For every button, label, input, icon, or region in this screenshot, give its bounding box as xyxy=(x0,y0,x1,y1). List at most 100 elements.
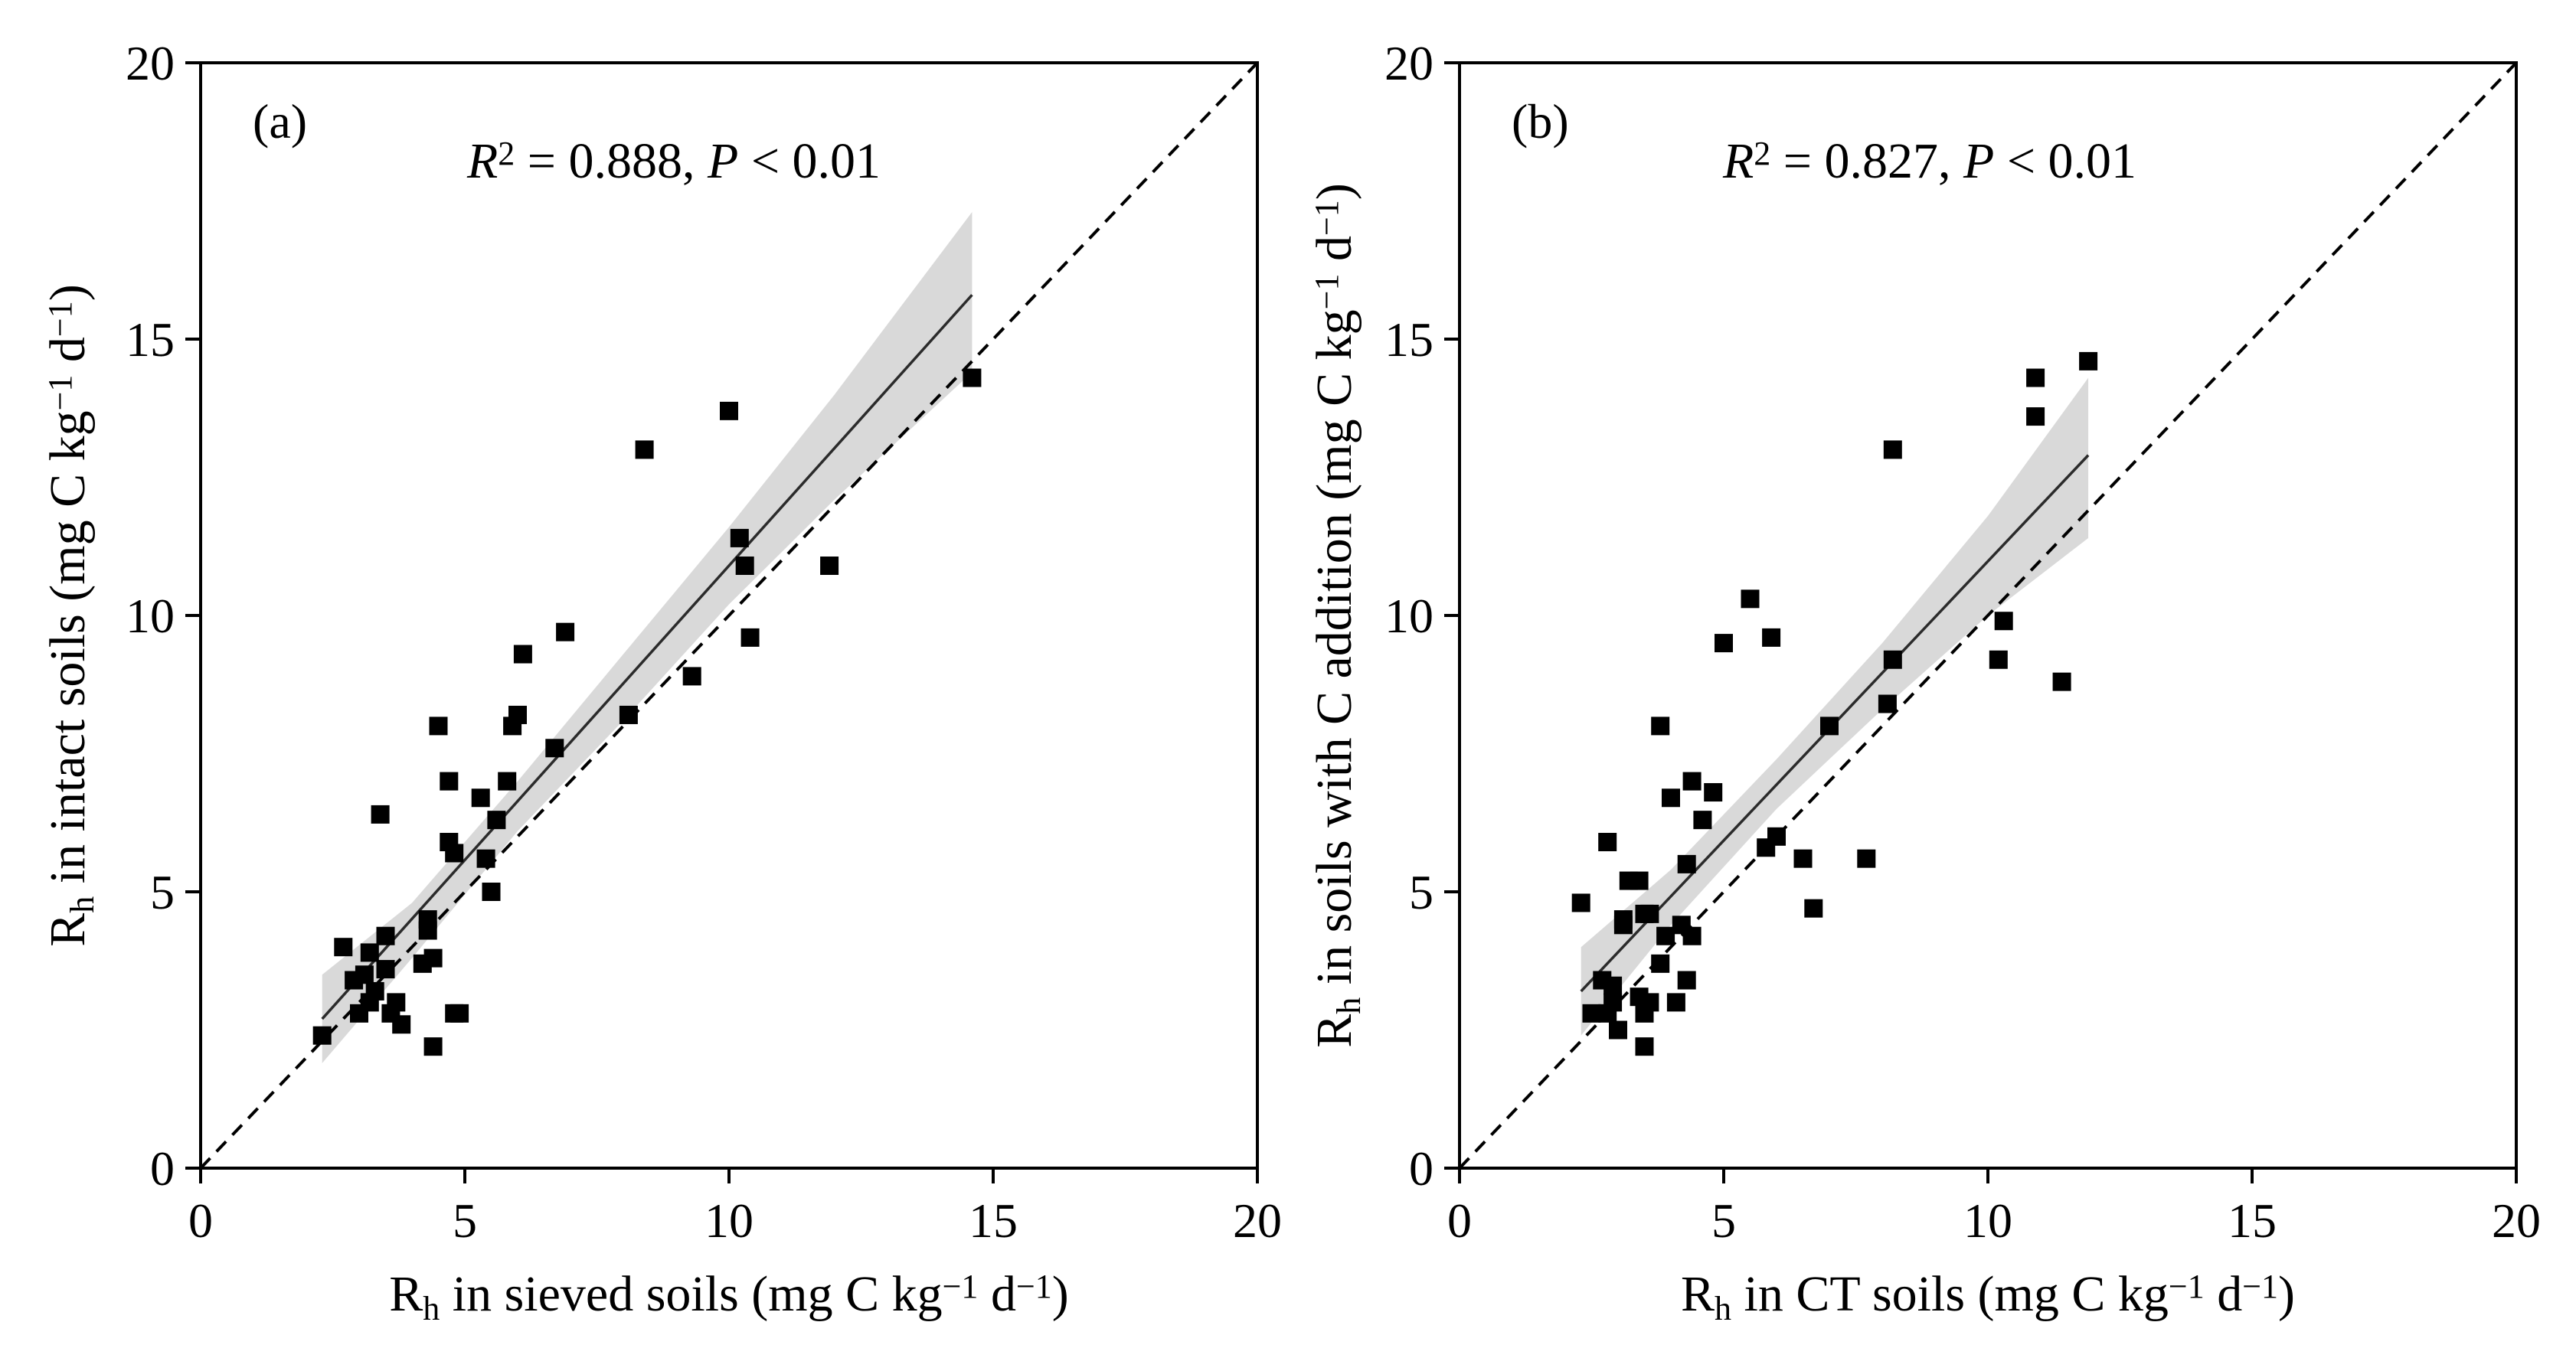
y-tick-label: 20 xyxy=(1384,36,1433,90)
r2-symbol: R xyxy=(1722,133,1754,189)
data-point xyxy=(513,645,532,664)
data-point xyxy=(1651,954,1670,973)
y-tick-label: 20 xyxy=(126,36,175,90)
identity-line xyxy=(1460,63,2516,1168)
data-point xyxy=(392,1015,411,1034)
x-axis-title: Rh in CT soils (mg C kg−1 d−1) xyxy=(1681,1266,2295,1327)
x-title-end: ) xyxy=(2278,1266,2295,1322)
data-point xyxy=(1609,1020,1627,1040)
y-title-sup1: −1 xyxy=(1308,274,1345,310)
data-point xyxy=(471,788,490,808)
y-axis-title: Rh in soils with C addition (mg C kg−1 d… xyxy=(1306,183,1368,1048)
data-point xyxy=(450,1004,469,1023)
y-title-text: in intact soils (mg C kg xyxy=(40,410,96,896)
data-point xyxy=(423,1037,443,1056)
data-point xyxy=(508,705,527,724)
data-point xyxy=(1793,849,1813,868)
data-point xyxy=(312,1026,332,1045)
data-point xyxy=(1767,827,1786,846)
x-title-base: R xyxy=(389,1266,423,1322)
data-point xyxy=(2052,672,2071,691)
stats-annotation: R2 = 0.888, P < 0.01 xyxy=(466,133,881,189)
y-tick-label: 15 xyxy=(1384,312,1433,367)
identity-line xyxy=(201,63,1257,1168)
data-point xyxy=(1994,612,2013,631)
y-title-end: ) xyxy=(1306,183,1362,200)
y-title-subscript: h xyxy=(1330,997,1368,1014)
data-point xyxy=(730,528,749,547)
data-point xyxy=(1603,993,1623,1012)
data-point xyxy=(1677,854,1696,873)
panel-label: (a) xyxy=(253,94,307,149)
y-axis-title: Rh in intact soils (mg C kg−1 d−1) xyxy=(40,284,101,947)
data-point xyxy=(556,622,575,641)
x-title-text: in sieved soils (mg C kg xyxy=(440,1266,942,1322)
data-point xyxy=(963,368,982,387)
x-title-subscript: h xyxy=(423,1290,440,1327)
data-point xyxy=(1603,976,1623,995)
y-title-sup2: −1 xyxy=(1308,200,1345,236)
y-tick-label: 10 xyxy=(126,589,175,643)
p-value: < 0.01 xyxy=(1994,133,2136,189)
data-point xyxy=(498,772,517,791)
x-tick-label: 10 xyxy=(1963,1193,2012,1248)
x-tick-label: 20 xyxy=(1233,1193,1282,1248)
data-point xyxy=(376,960,395,979)
data-point xyxy=(1878,694,1897,713)
data-point xyxy=(334,938,353,957)
data-point xyxy=(1693,811,1712,830)
p-value: < 0.01 xyxy=(738,133,881,189)
data-point xyxy=(1883,440,1902,459)
y-tick-label: 10 xyxy=(1384,589,1433,643)
x-tick-label: 20 xyxy=(2492,1193,2541,1248)
x-title-mid: d xyxy=(2205,1266,2243,1322)
data-point xyxy=(1682,926,1702,945)
r2-value: = 0.888, xyxy=(515,133,708,189)
data-point xyxy=(423,948,443,968)
data-point xyxy=(1613,916,1633,935)
x-title-sup1: −1 xyxy=(2169,1268,2205,1305)
y-title-base: R xyxy=(1306,1014,1362,1048)
x-title-text: in CT soils (mg C kg xyxy=(1731,1266,2169,1322)
y-title-end: ) xyxy=(40,284,96,301)
x-tick-label: 0 xyxy=(188,1193,213,1248)
data-point xyxy=(418,910,437,929)
data-point xyxy=(2026,407,2045,426)
y-title-sup1: −1 xyxy=(41,375,79,411)
r2-superscript: 2 xyxy=(498,135,515,172)
data-point xyxy=(1857,849,1876,868)
r2-superscript: 2 xyxy=(1754,135,1770,172)
data-point xyxy=(440,772,459,791)
y-tick-label: 15 xyxy=(126,312,175,367)
data-point xyxy=(487,811,506,830)
x-title-end: ) xyxy=(1052,1266,1069,1322)
data-point xyxy=(1820,717,1839,736)
confidence-band xyxy=(1581,377,2089,1036)
data-point xyxy=(720,401,738,420)
r2-value: = 0.827, xyxy=(1770,133,1963,189)
data-point xyxy=(1598,833,1617,852)
stats-annotation: R2 = 0.827, P < 0.01 xyxy=(1722,133,2136,189)
x-axis-title: Rh in sieved soils (mg C kg−1 d−1) xyxy=(389,1266,1069,1327)
data-point xyxy=(1682,772,1702,791)
data-point xyxy=(2079,351,2098,370)
data-point xyxy=(371,805,390,824)
y-title-subscript: h xyxy=(64,896,101,913)
y-tick-label: 0 xyxy=(150,1141,175,1196)
data-point xyxy=(1640,993,1659,1012)
p-symbol: P xyxy=(707,133,738,189)
data-point xyxy=(482,883,501,901)
data-point xyxy=(1762,628,1781,647)
x-tick-label: 0 xyxy=(1447,1193,1472,1248)
data-point xyxy=(376,926,395,945)
data-point xyxy=(1662,788,1680,808)
regression-line xyxy=(321,294,973,1020)
r2-symbol: R xyxy=(466,133,498,189)
data-point xyxy=(1656,926,1675,945)
data-point xyxy=(1704,783,1723,802)
x-tick-label: 5 xyxy=(453,1193,477,1248)
data-point xyxy=(476,849,495,868)
